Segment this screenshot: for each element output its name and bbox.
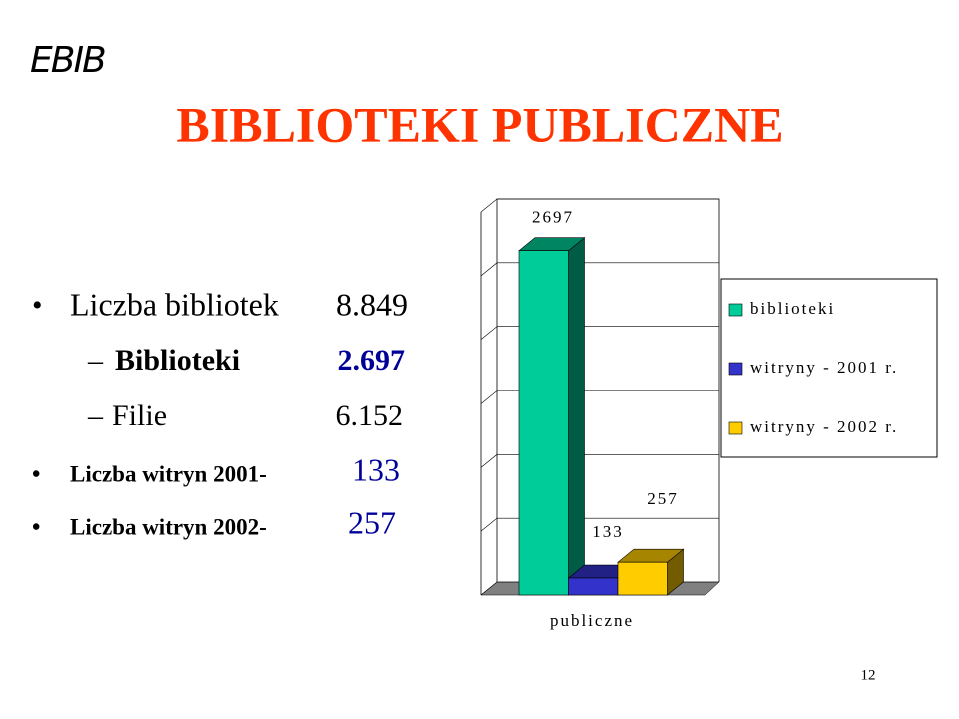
grid-line	[480, 198, 719, 213]
data-label: 2697	[532, 208, 574, 227]
bar-side	[568, 237, 585, 596]
bar	[568, 577, 619, 596]
data-label: 133	[592, 522, 624, 541]
bullet-marker: •	[32, 289, 43, 322]
chart: 2697 biblioteki 133 witryny - 2001 r. 257 wit…	[480, 198, 938, 630]
legend-swatch	[728, 421, 743, 435]
bullet-text: Liczba witryn 2002-	[70, 514, 267, 539]
bullet-marker: –	[87, 344, 104, 377]
bullet-value: 8.849	[336, 286, 408, 322]
bullet-value: 2.697	[338, 344, 406, 377]
grid-line	[480, 454, 719, 468]
legend-swatch	[728, 362, 743, 376]
bullet-value: 133	[352, 451, 400, 487]
bar	[617, 561, 668, 596]
slide-title: BIBLIOTEKI PUBLICZNE	[176, 96, 783, 152]
bullet-text: Filie	[112, 399, 167, 432]
x-tick-label: publiczne	[550, 611, 634, 630]
bullet-text: Liczba bibliotek	[70, 286, 279, 322]
data-label: 257	[647, 489, 679, 508]
bullet-text: Biblioteki	[115, 344, 240, 377]
grid-line	[480, 517, 719, 532]
grid-line	[480, 262, 719, 277]
legend-label: witryny - 2002 r.	[750, 417, 898, 436]
legend-label: biblioteki	[750, 299, 835, 318]
bullet-value: 257	[348, 504, 396, 540]
bullet-value: 6.152	[336, 399, 404, 432]
legend-label: witryny - 2001 r.	[750, 358, 898, 377]
bar	[518, 250, 569, 596]
bullet-marker: •	[32, 515, 40, 541]
legend	[720, 278, 938, 458]
page-number: 12	[861, 667, 876, 683]
bullet-marker: –	[87, 399, 104, 432]
logo: EBIB	[30, 40, 105, 81]
bullet-text: Liczba witryn 2001-	[70, 461, 267, 486]
legend-swatch	[728, 303, 743, 317]
bullet-marker: •	[32, 462, 40, 488]
grid-line	[480, 390, 719, 404]
grid-line	[480, 326, 719, 340]
